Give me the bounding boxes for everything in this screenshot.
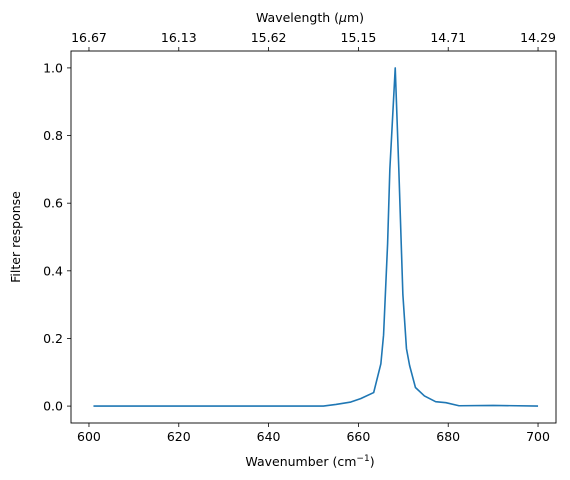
series-line [93, 67, 539, 407]
y-tick-label: 1.0 [43, 60, 63, 75]
y-tick-label: 0.4 [43, 263, 63, 278]
top-tick-label: 15.15 [341, 30, 377, 45]
plot-background [71, 51, 556, 423]
y-tick-label: 0.6 [43, 196, 63, 211]
y-tick-label: 0.0 [43, 399, 63, 414]
x-tick-label: 640 [257, 429, 281, 444]
top-tick-label: 16.67 [71, 30, 107, 45]
top-tick-labels: 16.67 16.13 15.62 15.15 14.71 14.29 [71, 30, 556, 45]
x-tick-label: 660 [346, 429, 370, 444]
plot-frame [70, 50, 557, 424]
top-axis-label-pre: Wavelength ( [256, 10, 339, 25]
top-tick-label: 14.71 [430, 30, 466, 45]
y-tick-label: 0.8 [43, 128, 63, 143]
x-tick-label: 600 [77, 429, 101, 444]
top-tick-label: 15.62 [251, 30, 287, 45]
top-axis-label-post: m) [347, 10, 364, 25]
x-tick-label: 700 [526, 429, 550, 444]
x-axis-label-sup: −1 [356, 454, 369, 464]
x-axis-label-text: Wavenumber (cm [245, 454, 356, 469]
x-tick-labels: 600 620 640 660 680 700 [77, 429, 550, 444]
top-tick-label: 16.13 [161, 30, 197, 45]
x-tick-label: 620 [167, 429, 191, 444]
top-tick-label: 14.29 [520, 30, 556, 45]
y-tick-label: 0.2 [43, 331, 63, 346]
series-group [93, 67, 539, 407]
tick-marks [67, 47, 539, 427]
top-axis-label: Wavelength (μm) [256, 10, 364, 25]
x-axis-label: Wavenumber (cm−1) [245, 454, 374, 469]
y-axis-label: Filter response [8, 191, 23, 283]
x-tick-label: 680 [436, 429, 460, 444]
top-axis-label-mu: μ [338, 10, 347, 25]
x-axis-label-suffix: ) [370, 454, 375, 469]
y-tick-labels: 0.0 0.2 0.4 0.6 0.8 1.0 [43, 60, 63, 413]
